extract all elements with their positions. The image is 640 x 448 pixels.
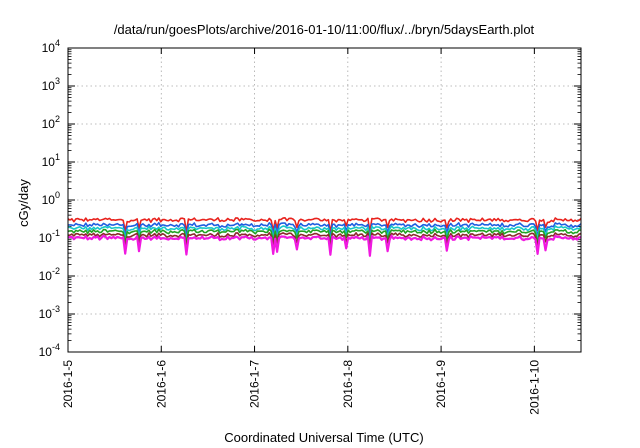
y-tick-label: 10-1 (39, 228, 60, 245)
y-tick-label: 10-3 (39, 304, 60, 321)
chart-title: /data/run/goesPlots/archive/2016-01-10/1… (114, 22, 535, 37)
series-line (67, 228, 582, 246)
x-axis-label: Coordinated Universal Time (UTC) (224, 430, 423, 445)
series-line (67, 217, 582, 234)
y-tick-label: 100 (42, 190, 60, 207)
y-tick-label: 102 (42, 114, 60, 131)
x-tick-label: 2016-1-7 (248, 360, 262, 408)
y-tick-label: 103 (42, 76, 60, 93)
y-tick-label: 10-4 (39, 342, 60, 359)
x-tick-label: 2016-1-6 (154, 360, 168, 408)
series-line (67, 234, 582, 257)
y-tick-label: 10-2 (39, 266, 60, 283)
y-axis-label: cGy/day (16, 179, 31, 227)
y-tick-label: 101 (42, 152, 60, 169)
x-tick-label: 2016-1-10 (527, 360, 541, 415)
y-tick-label: 104 (42, 38, 60, 55)
x-tick-label: 2016-1-9 (434, 360, 448, 408)
series-line (67, 232, 582, 249)
plot-area: 2016-1-5 2016-1-6 2016-1-7 2016-1-8 2016-1-9… (39, 38, 582, 415)
x-tick-label: 2016-1-5 (61, 360, 75, 408)
x-tick-label: 2016-1-8 (341, 360, 355, 408)
series-line (67, 225, 582, 242)
plot-frame (67, 47, 582, 353)
series-line (67, 221, 582, 240)
